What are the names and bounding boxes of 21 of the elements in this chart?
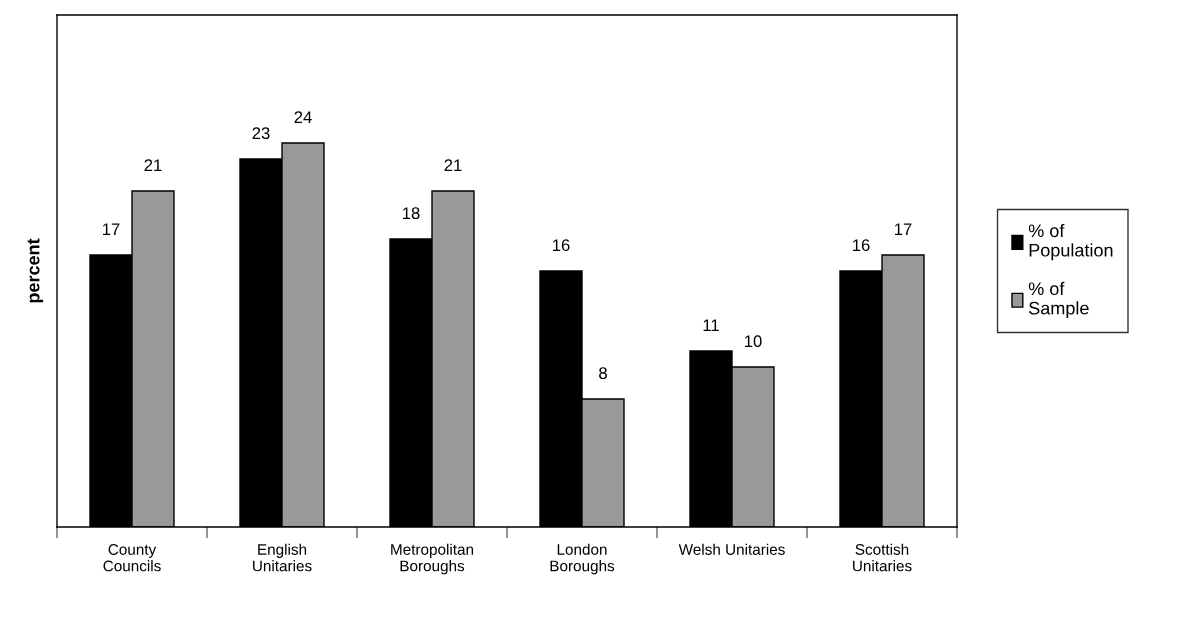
data-label: 10 [745, 335, 762, 348]
data-label: 18 [403, 207, 420, 220]
data-label: 21 [144, 159, 162, 171]
data-label: 8 [599, 367, 607, 380]
x-tick-label: Metropolitan Boroughs [391, 543, 474, 575]
data-label: 11 [703, 319, 719, 331]
data-label: 23 [252, 127, 270, 140]
data-label: 16 [853, 239, 870, 252]
legend-label: % of Sample [1028, 281, 1089, 319]
x-tick-label: London Boroughs [550, 543, 615, 575]
data-label: 17 [895, 223, 912, 235]
data-label: 17 [103, 223, 120, 235]
data-label: 24 [294, 111, 312, 123]
x-tick-label: English Unitaries [253, 543, 312, 572]
data-label: 16 [553, 239, 570, 252]
data-label: 21 [444, 159, 462, 171]
legend-label: % of Population [1028, 223, 1113, 261]
y-axis-title: percent [27, 238, 44, 303]
x-tick-label: Scottish Unitaries [853, 543, 912, 572]
x-tick-label: Welsh Unitaries [678, 543, 785, 555]
x-tick-label: County Councils [103, 544, 161, 572]
